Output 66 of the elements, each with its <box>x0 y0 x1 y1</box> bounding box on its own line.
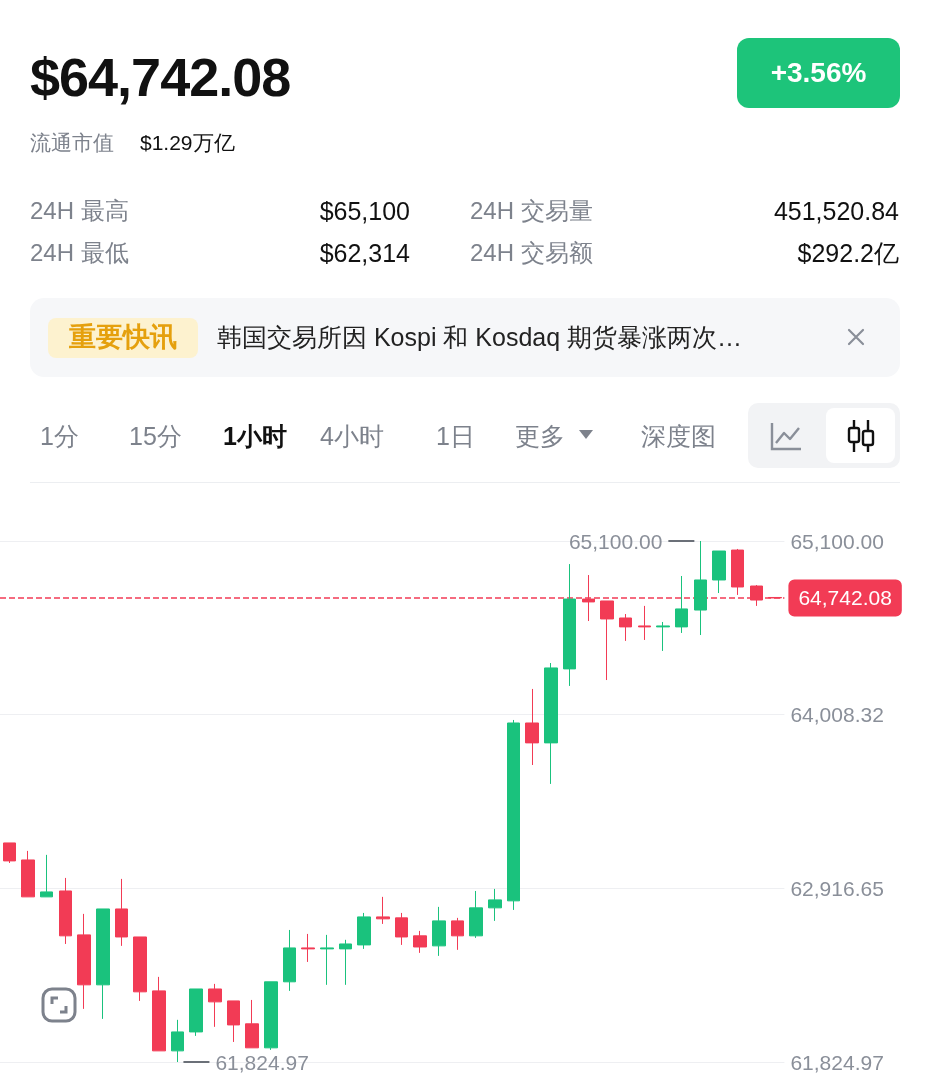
text: $65,100 <box>319 197 410 225</box>
candlestick <box>189 988 203 1037</box>
candlestick <box>320 934 334 986</box>
candlestick <box>656 621 670 652</box>
candlestick <box>208 983 222 1028</box>
candlestick <box>675 575 688 634</box>
candlestick <box>638 605 651 641</box>
text: 24H 最高 <box>30 197 129 224</box>
text: 流通市值 <box>30 131 114 154</box>
y-tick-label: 61,824.97 <box>790 1050 884 1074</box>
candlestick <box>563 563 576 687</box>
y-tick-label: 62,916.65 <box>790 876 884 900</box>
candlestick <box>694 540 707 636</box>
candlestick <box>432 906 446 957</box>
candlestick <box>59 877 72 945</box>
candlestick <box>21 850 35 898</box>
text: 24H 交易额 <box>470 239 593 266</box>
candlestick <box>619 613 632 642</box>
text: 1日 <box>436 422 475 450</box>
text: 451,520.84 <box>773 197 899 225</box>
text: $64,742.08 <box>30 47 291 107</box>
text: $62,314 <box>319 239 410 267</box>
text: 1分 <box>40 422 79 450</box>
candlestick <box>227 1000 240 1043</box>
text: 24H 交易量 <box>470 197 593 224</box>
candlestick <box>152 976 166 1052</box>
candlestick <box>544 662 558 785</box>
annotation: 65,100.00 <box>568 529 663 553</box>
annotation: 61,824.97 <box>215 1050 309 1074</box>
candlestick <box>264 981 278 1051</box>
y-tick-label: 64,008.32 <box>790 703 884 727</box>
candlestick <box>245 999 259 1049</box>
candlestick <box>451 917 464 951</box>
candlestick <box>40 854 53 898</box>
text: 4小时 <box>320 422 384 450</box>
candlestick <box>413 930 427 954</box>
y-tick-label: 65,100.00 <box>790 529 884 553</box>
candlestick <box>525 688 539 766</box>
candlestick <box>357 912 371 950</box>
text: $1.29万亿 <box>140 131 235 154</box>
text: 深度图 <box>641 422 716 450</box>
text: +3.56% <box>769 57 868 88</box>
text: 24H 最低 <box>30 239 129 266</box>
candlestick <box>731 548 744 596</box>
candlestick <box>712 550 726 594</box>
candlestick <box>283 929 296 992</box>
candlestick <box>133 936 147 1002</box>
candlestick <box>171 1019 184 1063</box>
candlestick <box>3 842 16 864</box>
candlestick <box>376 896 390 925</box>
candlestick <box>339 939 352 986</box>
candlestick <box>507 719 520 911</box>
candlestick <box>301 933 315 963</box>
text: 1小时 <box>223 422 287 450</box>
text: 15分 <box>129 422 182 450</box>
candlestick <box>395 912 408 946</box>
candlestick <box>115 878 128 947</box>
text: $292.2亿 <box>797 239 899 267</box>
candlestick <box>96 908 110 1020</box>
text: 更多 <box>515 422 565 450</box>
candlestick <box>469 890 483 939</box>
text: 重要快讯 <box>68 322 178 352</box>
text: 韩国交易所因 Kospi 和 Kosdaq 期货暴涨两次… <box>217 323 743 351</box>
ref-line-label: 64,742.08 <box>798 586 892 610</box>
candlestick <box>488 888 502 922</box>
candlestick <box>77 913 91 1010</box>
